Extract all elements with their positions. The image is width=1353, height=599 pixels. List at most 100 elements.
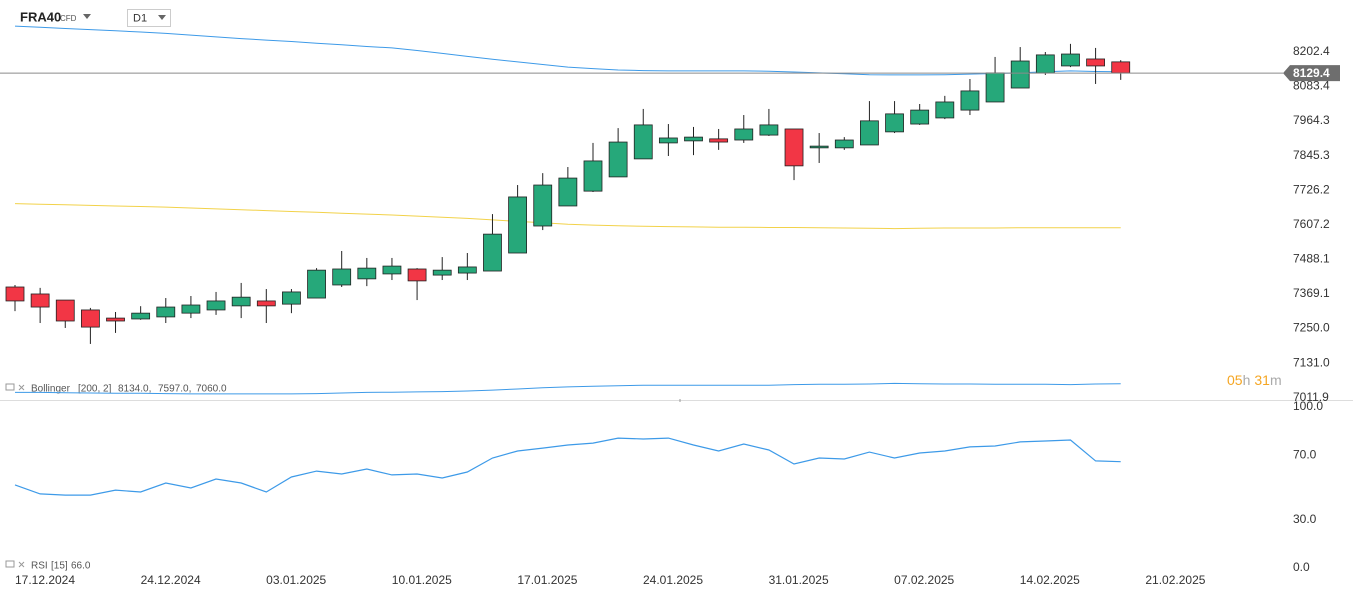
- candle-body: [256, 300, 276, 307]
- countdown-hours: 05: [1227, 372, 1243, 388]
- y-tick-label: 30.0: [1293, 512, 1317, 526]
- x-tick-label: 14.02.2025: [1020, 573, 1080, 587]
- candle-body: [734, 128, 754, 141]
- candle-body: [156, 306, 176, 318]
- y-tick-label: 7726.2: [1293, 182, 1330, 196]
- candle-body: [131, 312, 151, 320]
- candle-body: [55, 299, 75, 322]
- x-tick-label: 17.01.2025: [517, 573, 577, 587]
- candle-body: [508, 196, 528, 254]
- indicator-value: 8134.0,: [118, 384, 151, 395]
- y-tick-label: 7131.0: [1293, 355, 1330, 369]
- y-tick-label: 8083.4: [1293, 79, 1330, 93]
- x-tick-label: 31.01.2025: [769, 573, 829, 587]
- countdown-unit: h: [1243, 372, 1251, 388]
- indicator-params: [200, 2]: [78, 384, 112, 395]
- candle-body: [457, 266, 477, 274]
- candle-body: [558, 177, 578, 207]
- y-tick-label: 7845.3: [1293, 148, 1330, 162]
- indicator-icon[interactable]: [5, 383, 15, 391]
- candle-body: [357, 267, 377, 280]
- candle-body: [960, 90, 980, 111]
- candle-body: [407, 268, 427, 282]
- candle-body: [1086, 58, 1105, 67]
- candle-body: [910, 109, 930, 125]
- candle-body: [583, 160, 603, 192]
- y-tick-label: 7607.2: [1293, 217, 1330, 231]
- candle-body: [834, 139, 854, 149]
- candle-body: [80, 309, 100, 328]
- candle-body: [30, 293, 50, 308]
- candle-body: [658, 137, 678, 144]
- candle-body: [885, 113, 904, 133]
- y-tick-label: 7488.1: [1293, 252, 1330, 266]
- candle-body: [483, 233, 502, 272]
- countdown-minutes: 31: [1254, 372, 1270, 388]
- x-tick-label: 24.01.2025: [643, 573, 703, 587]
- candle-body: [608, 141, 628, 178]
- candle-body: [784, 128, 804, 167]
- candle-body: [985, 72, 1005, 103]
- symbol-dropdown[interactable]: [83, 14, 91, 19]
- indicator-value: 7060.0: [196, 384, 227, 395]
- rsi-line: [14, 437, 1121, 496]
- candle-body: [206, 300, 226, 311]
- y-tick-label: 7369.1: [1293, 286, 1330, 300]
- x-tick-label: 24.12.2024: [141, 573, 201, 587]
- indicator-value: 66.0: [71, 561, 91, 572]
- indicator-name: RSI: [31, 561, 48, 572]
- y-tick-label: 8202.4: [1293, 44, 1330, 58]
- timeframe[interactable]: D1: [133, 12, 147, 24]
- indicator-close[interactable]: [18, 384, 25, 391]
- indicator-value: 7597.0,: [158, 384, 191, 395]
- x-tick-label: 07.02.2025: [894, 573, 954, 587]
- indicator-close[interactable]: [18, 561, 25, 568]
- y-tick-label: 7011.9: [1293, 390, 1329, 404]
- candle-body: [935, 101, 955, 119]
- candle-body: [181, 304, 201, 314]
- candle-body: [860, 120, 879, 146]
- symbol[interactable]: FRA40: [20, 9, 61, 24]
- candle-body: [533, 184, 553, 227]
- timeframe-box[interactable]: [127, 9, 171, 27]
- bollinger-band: [15, 382, 1121, 395]
- candle-body: [1061, 53, 1080, 67]
- indicator-params: [15]: [51, 561, 68, 572]
- x-tick-label: 17.12.2024: [15, 573, 75, 587]
- x-tick-label: 10.01.2025: [392, 573, 452, 587]
- instrument-type: CFD: [60, 14, 77, 23]
- last-price-tag: [1283, 65, 1340, 82]
- candle-body: [5, 286, 25, 302]
- candle-body: [106, 317, 125, 322]
- indicator-icon[interactable]: [5, 560, 15, 568]
- last-price-label: 8129.4: [1293, 66, 1330, 80]
- indicator-name: Bollinger: [31, 384, 71, 395]
- candle-body: [1035, 54, 1055, 74]
- x-tick-label: 03.01.2025: [266, 573, 326, 587]
- candle-body: [231, 296, 251, 307]
- countdown-unit: m: [1270, 372, 1282, 388]
- bollinger-band: [14, 25, 1121, 76]
- y-tick-label: 70.0: [1293, 447, 1317, 461]
- timeframe-dropdown[interactable]: [158, 15, 166, 20]
- candle-body: [709, 138, 729, 143]
- candle-body: [307, 269, 326, 299]
- y-tick-label: 100.0: [1293, 399, 1323, 413]
- x-tick-label: 21.02.2025: [1145, 573, 1205, 587]
- candle-body: [809, 145, 829, 149]
- candle-body: [432, 269, 452, 276]
- candle-body: [633, 124, 653, 160]
- candle-body: [1010, 60, 1030, 89]
- y-tick-label: 7964.3: [1293, 113, 1330, 127]
- countdown: 05h 31m: [1227, 372, 1282, 388]
- candle-body: [282, 291, 301, 305]
- y-tick-label: 0.0: [1293, 560, 1310, 574]
- candle-body: [759, 124, 779, 136]
- candle-body: [1111, 61, 1131, 74]
- candle-body: [684, 136, 703, 142]
- candle-body: [382, 265, 402, 275]
- candle-body: [332, 268, 352, 286]
- bollinger-band: [14, 203, 1121, 230]
